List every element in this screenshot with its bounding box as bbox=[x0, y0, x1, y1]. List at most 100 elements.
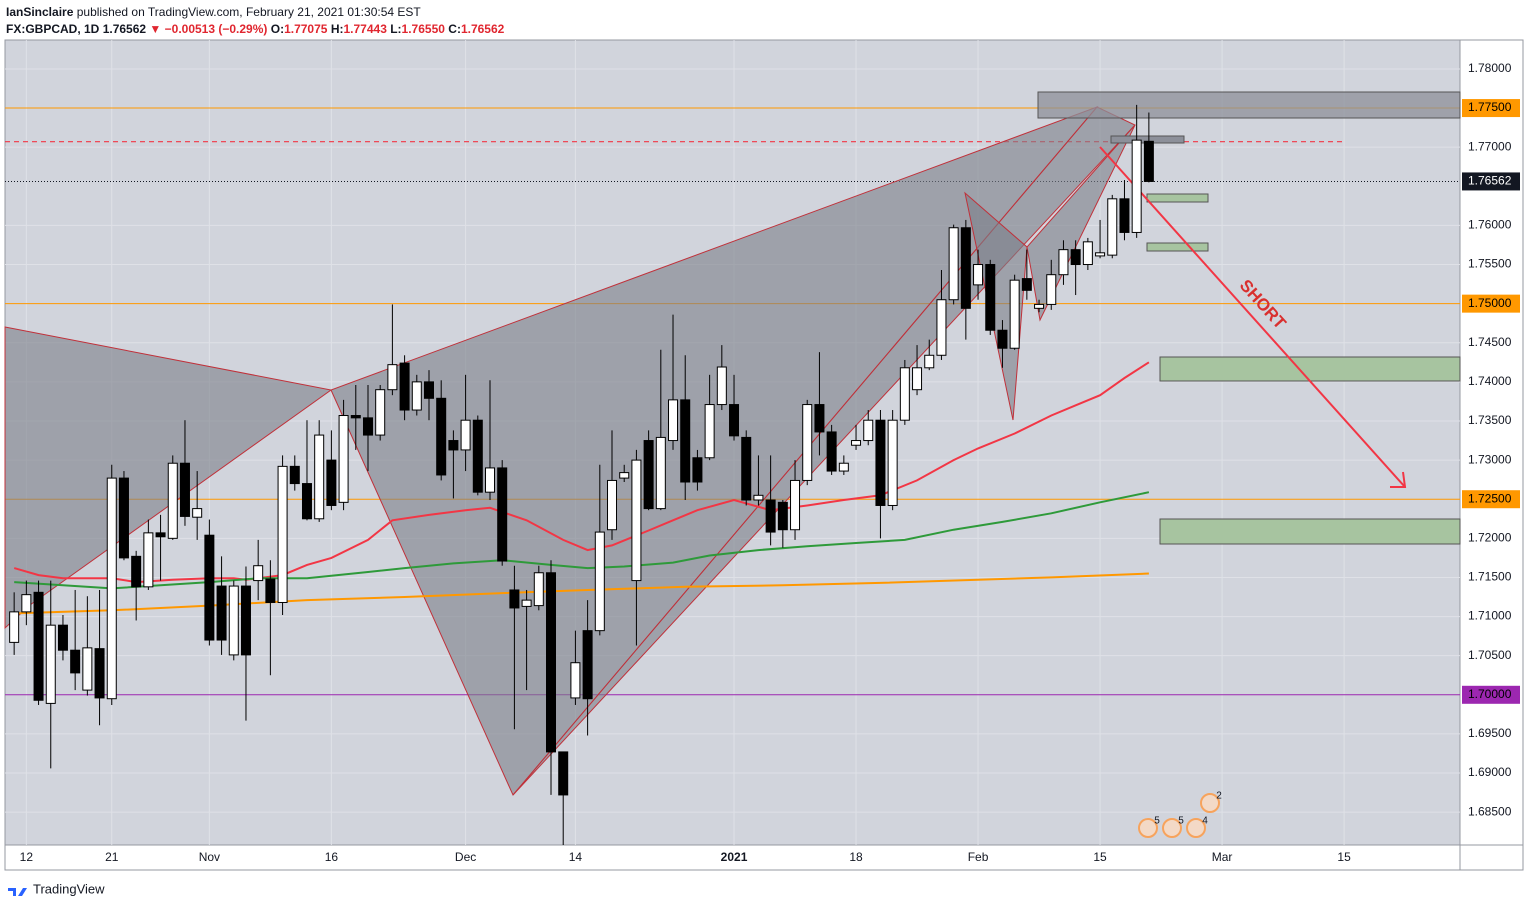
y-tick-label: 1.74000 bbox=[1468, 374, 1512, 388]
x-tick-label: 2021 bbox=[721, 850, 748, 864]
candle-body bbox=[253, 565, 264, 582]
candle-body bbox=[21, 594, 32, 613]
candle-body bbox=[680, 399, 691, 483]
y-tick-label: 1.75500 bbox=[1468, 257, 1512, 271]
x-tick-label: Mar bbox=[1212, 850, 1233, 864]
candle-body bbox=[1009, 279, 1020, 349]
candle-body bbox=[1107, 198, 1118, 256]
o-label: O: bbox=[270, 22, 285, 36]
candle-body bbox=[472, 419, 483, 493]
candle-body bbox=[668, 399, 679, 442]
y-tick-label: 1.73500 bbox=[1468, 413, 1512, 427]
brand: TradingView bbox=[33, 881, 105, 896]
candle-body bbox=[643, 440, 654, 510]
y-tick-label: 1.76000 bbox=[1468, 218, 1512, 232]
y-tick-label: 1.77000 bbox=[1468, 139, 1512, 153]
event-badge bbox=[1162, 818, 1182, 838]
candle-body bbox=[985, 264, 996, 331]
event-badge bbox=[1200, 793, 1220, 813]
candle-body bbox=[179, 462, 190, 517]
last-price: 1.76562 bbox=[102, 22, 147, 36]
change: ▼ −0.00513 (−0.29%) bbox=[149, 22, 268, 36]
level-label: 1.70000 bbox=[1468, 687, 1512, 701]
candle-body bbox=[765, 499, 776, 533]
candle-body bbox=[1082, 241, 1093, 266]
candle-body bbox=[790, 479, 801, 531]
candle-body bbox=[863, 419, 874, 442]
event-count: 2 bbox=[1216, 791, 1222, 802]
event-count: 5 bbox=[1154, 816, 1160, 827]
x-tick-label: Nov bbox=[199, 850, 220, 864]
candle-body bbox=[1070, 249, 1081, 266]
candle-body bbox=[826, 431, 837, 472]
candle-body bbox=[216, 585, 227, 641]
candle-body bbox=[936, 299, 947, 356]
candle-body bbox=[265, 578, 276, 603]
candle-body bbox=[118, 477, 129, 559]
candle-body bbox=[204, 534, 215, 641]
pattern-leg bbox=[1026, 124, 1136, 322]
candle-body bbox=[509, 589, 520, 609]
candle-body bbox=[1119, 198, 1130, 233]
candle-body bbox=[155, 532, 166, 538]
candle-body bbox=[716, 366, 727, 406]
y-tick-label: 1.71000 bbox=[1468, 609, 1512, 623]
candle-body bbox=[570, 662, 581, 699]
candle-body bbox=[228, 585, 239, 656]
symbol-line: FX:GBPCAD, 1D 1.76562 ▼ −0.00513 (−0.29%… bbox=[6, 22, 504, 36]
h-value: 1.77443 bbox=[343, 22, 387, 36]
candle-body bbox=[607, 479, 618, 531]
candle-body bbox=[973, 264, 984, 286]
candle-body bbox=[655, 436, 666, 510]
candle-body bbox=[851, 440, 862, 446]
candle-body bbox=[338, 415, 349, 503]
y-tick-label: 1.71500 bbox=[1468, 570, 1512, 584]
candle-body bbox=[167, 462, 178, 539]
c-label: C: bbox=[448, 22, 461, 36]
candle-body bbox=[33, 591, 44, 701]
candle-body bbox=[192, 508, 203, 518]
candle-body bbox=[57, 624, 68, 651]
event-count: 4 bbox=[1202, 816, 1208, 827]
candle-body bbox=[1034, 303, 1045, 309]
publisher: IanSinclaire bbox=[6, 5, 74, 19]
event-badge bbox=[1186, 818, 1206, 838]
y-tick-label: 1.68500 bbox=[1468, 804, 1512, 818]
level-label: 1.72500 bbox=[1468, 491, 1512, 505]
candle-body bbox=[387, 364, 398, 391]
y-tick-label: 1.73000 bbox=[1468, 452, 1512, 466]
x-tick-label: Feb bbox=[968, 850, 989, 864]
candle-body bbox=[375, 389, 386, 436]
candle-body bbox=[399, 362, 410, 411]
x-tick-label: 21 bbox=[105, 850, 119, 864]
l-label: L: bbox=[390, 22, 402, 36]
target-box bbox=[1159, 518, 1461, 545]
candle-body bbox=[594, 531, 605, 632]
candle-body bbox=[814, 404, 825, 433]
candle-body bbox=[899, 367, 910, 421]
x-tick-label: 15 bbox=[1337, 850, 1351, 864]
y-tick-label: 1.74500 bbox=[1468, 335, 1512, 349]
candle-body bbox=[960, 227, 971, 309]
candle-body bbox=[948, 227, 959, 301]
candle-body bbox=[485, 467, 495, 493]
candle-body bbox=[45, 624, 56, 704]
candle-body bbox=[94, 648, 105, 699]
event-count: 5 bbox=[1178, 816, 1184, 827]
header-line: IanSinclaire published on TradingView.co… bbox=[6, 5, 421, 19]
target-box bbox=[1146, 242, 1209, 252]
candle-body bbox=[131, 555, 142, 588]
candle-body bbox=[533, 572, 544, 607]
candle-body bbox=[741, 436, 752, 501]
candle-body bbox=[912, 367, 923, 391]
level-label: 1.75000 bbox=[1468, 296, 1512, 310]
level-badge bbox=[1462, 172, 1520, 191]
candle-body bbox=[1095, 252, 1106, 257]
candle-body bbox=[558, 751, 569, 796]
candle-body bbox=[301, 483, 312, 520]
level-label: 1.76562 bbox=[1468, 174, 1512, 188]
level-badge bbox=[1462, 490, 1520, 509]
candle-body bbox=[70, 649, 81, 674]
published: published on TradingView.com, February 2… bbox=[76, 5, 421, 19]
